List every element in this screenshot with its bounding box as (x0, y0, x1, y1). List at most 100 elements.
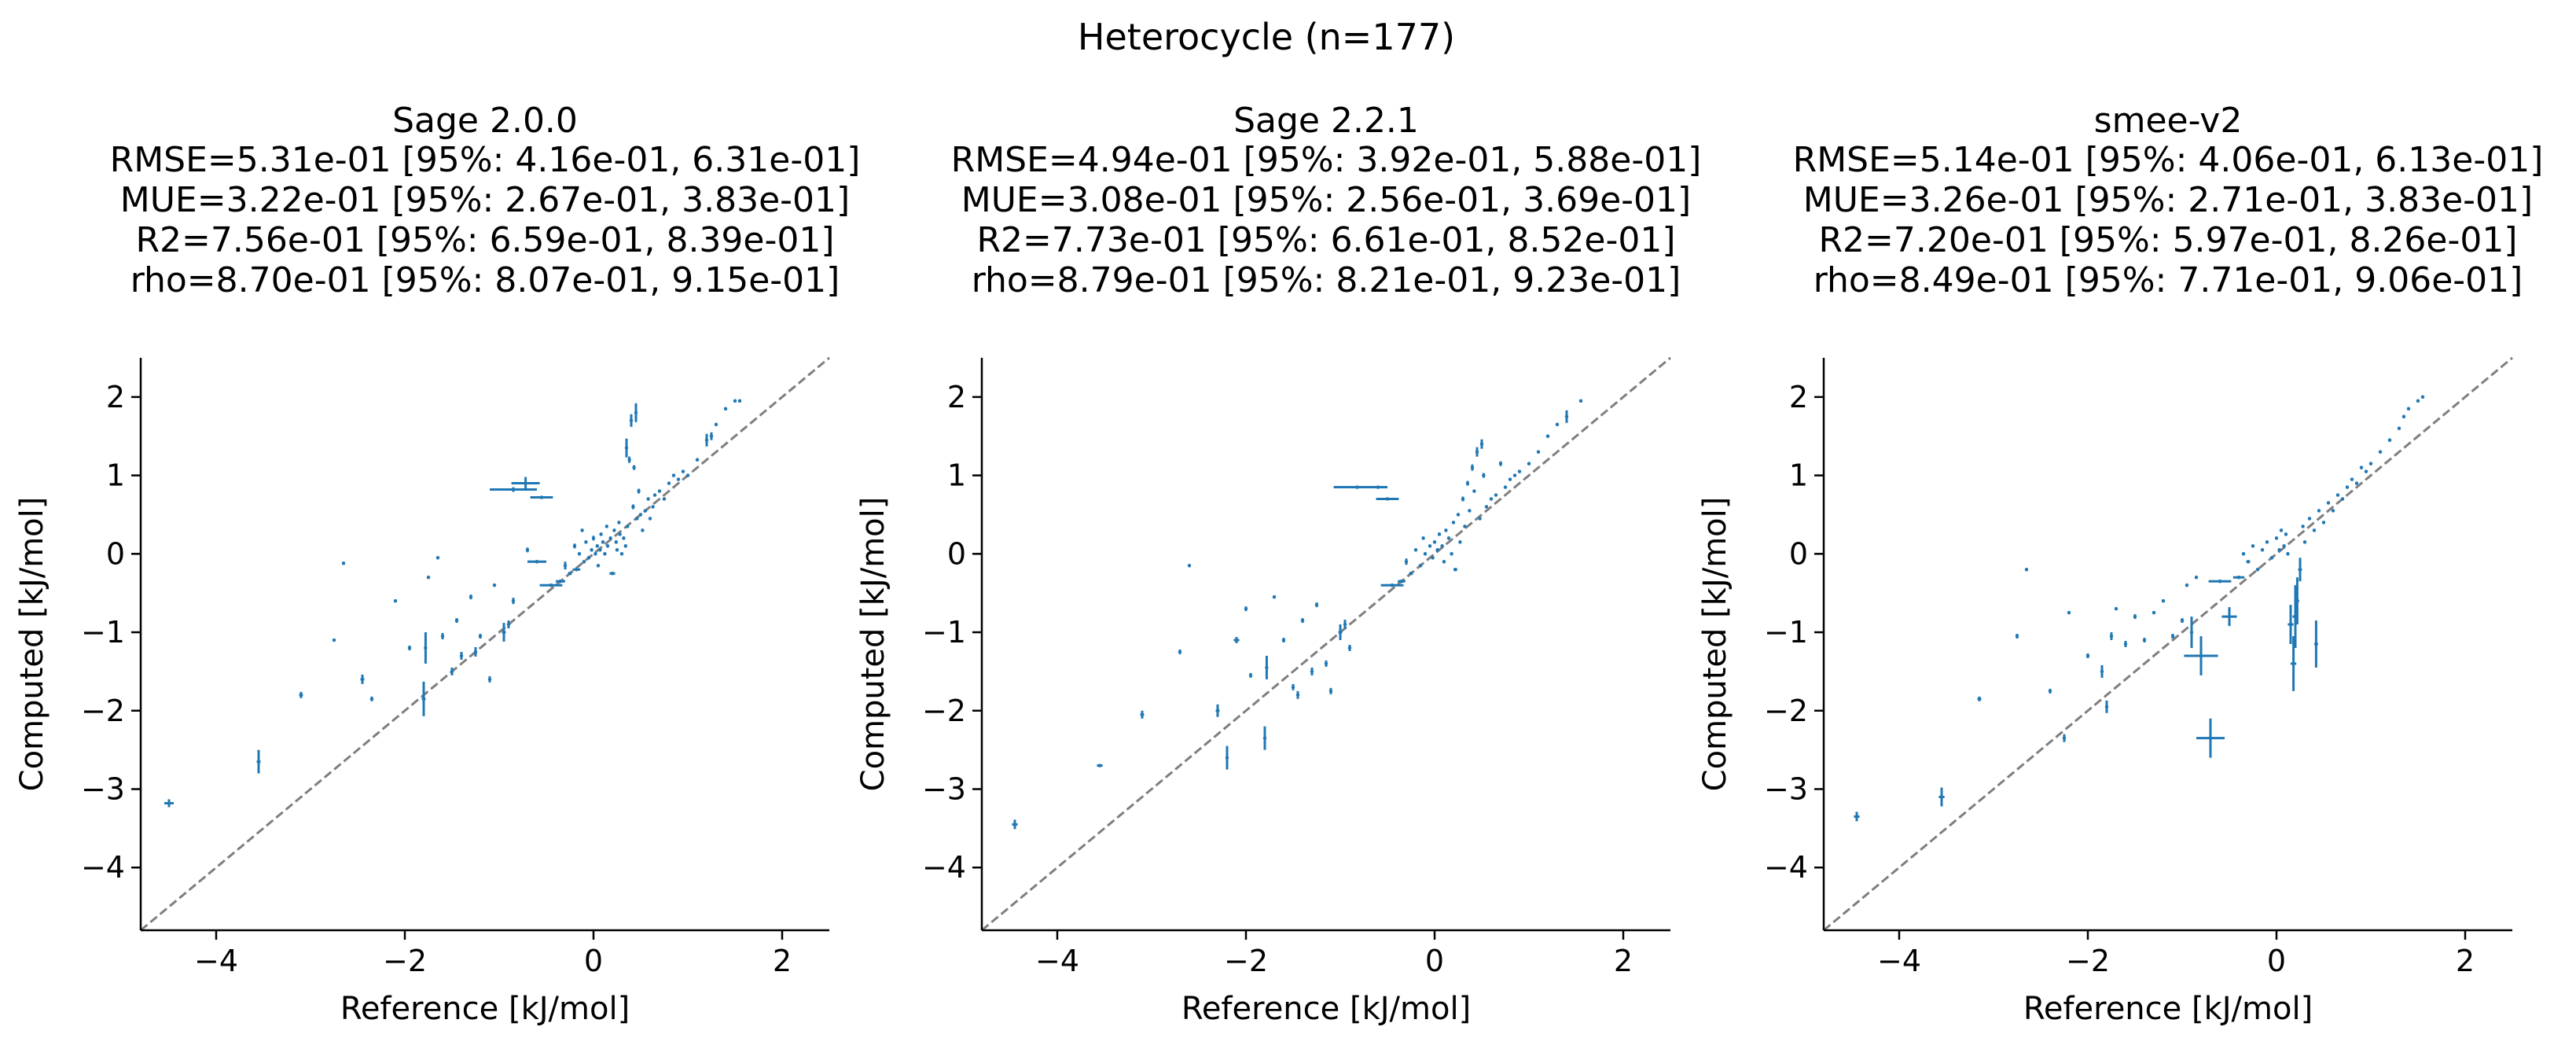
data-point (2189, 617, 2194, 648)
data-point (473, 646, 478, 657)
data-point (632, 465, 636, 470)
marker (681, 469, 685, 473)
data-point (695, 458, 700, 462)
data-point (2340, 497, 2345, 501)
data-point (580, 528, 584, 532)
marker (652, 493, 657, 497)
data-point (1440, 544, 1444, 548)
y-tick-label: −1 (81, 615, 125, 650)
data-points (1012, 399, 1583, 830)
data-point (2401, 414, 2406, 418)
marker (1272, 594, 1277, 599)
data-point (2260, 548, 2265, 552)
data-point (1324, 660, 1328, 667)
marker (1418, 564, 1423, 568)
marker (657, 489, 662, 493)
panel-stat-line: MUE=3.26e-01 [95%: 2.71e-01, 3.83e-01] (1803, 180, 2533, 220)
marker (454, 618, 459, 623)
data-point (1458, 540, 1462, 544)
data-point (626, 524, 630, 528)
marker (2406, 407, 2411, 411)
marker (580, 528, 584, 532)
data-point (723, 407, 728, 411)
marker (2378, 450, 2383, 454)
data-point (657, 489, 662, 493)
marker (1446, 536, 1451, 540)
marker (535, 560, 539, 564)
data-point (2170, 634, 2175, 639)
data-point (685, 473, 690, 477)
marker (723, 407, 728, 411)
marker (2194, 576, 2199, 580)
marker (525, 548, 530, 552)
data-point (2104, 700, 2109, 713)
y-tick-label: 1 (947, 458, 966, 493)
data-point (2288, 605, 2294, 644)
marker (256, 760, 261, 764)
data-point (641, 528, 645, 532)
marker (2152, 610, 2156, 615)
data-point (469, 594, 473, 600)
marker (2062, 736, 2067, 740)
y-tick-label: 0 (1789, 536, 1808, 571)
data-point (1300, 618, 1305, 624)
marker (2359, 466, 2364, 469)
x-axis-label: Reference [kJ/mol] (340, 991, 630, 1027)
marker (2265, 540, 2269, 544)
data-point (1178, 649, 1182, 654)
data-point (487, 675, 492, 683)
marker (440, 634, 445, 639)
marker (1281, 638, 1286, 642)
marker (1468, 509, 1472, 513)
marker (1977, 697, 1982, 701)
data-point (1444, 528, 1448, 532)
data-point (1432, 540, 1437, 544)
x-tick-label: 2 (1614, 944, 1633, 978)
data-point (1442, 560, 1446, 564)
data-point (2326, 501, 2331, 505)
data-point (652, 493, 657, 497)
data-point (1338, 624, 1343, 641)
marker (2227, 614, 2232, 619)
marker (1187, 564, 1192, 568)
marker (2302, 540, 2307, 544)
data-point (1310, 667, 1314, 675)
marker (2335, 493, 2340, 497)
data-point (1140, 710, 1145, 719)
marker (2286, 552, 2290, 556)
data-point (1482, 473, 1486, 478)
data-point (2282, 544, 2286, 548)
data-point (2368, 462, 2373, 466)
marker (2364, 469, 2368, 473)
data-point (539, 583, 563, 587)
data-point (2364, 469, 2368, 473)
marker (586, 556, 591, 560)
marker (1291, 685, 1295, 690)
marker (632, 466, 636, 469)
y-tick-label: 1 (106, 458, 125, 493)
x-tick-label: −2 (383, 944, 427, 978)
data-point (2133, 614, 2137, 620)
marker (1939, 795, 1944, 799)
marker (1421, 536, 1425, 540)
data-point (2359, 466, 2364, 469)
data-point (612, 528, 616, 532)
data-point (1418, 564, 1423, 568)
marker (1385, 497, 1390, 501)
marker (558, 580, 563, 583)
x-tick-label: 2 (2456, 944, 2475, 978)
y-tick-label: −3 (922, 771, 966, 806)
marker (623, 544, 627, 548)
data-point (582, 560, 586, 564)
marker (2387, 438, 2392, 442)
marker (424, 646, 428, 650)
panel-stat-line: MUE=3.22e-01 [95%: 2.67e-01, 3.83e-01] (120, 180, 850, 220)
marker (2326, 501, 2331, 505)
x-axis-label: Reference [kJ/mol] (1181, 991, 1471, 1027)
marker (1503, 485, 1508, 489)
marker (492, 583, 497, 587)
data-point (299, 691, 303, 698)
data-point (2085, 653, 2090, 658)
data-point (1428, 544, 1432, 548)
